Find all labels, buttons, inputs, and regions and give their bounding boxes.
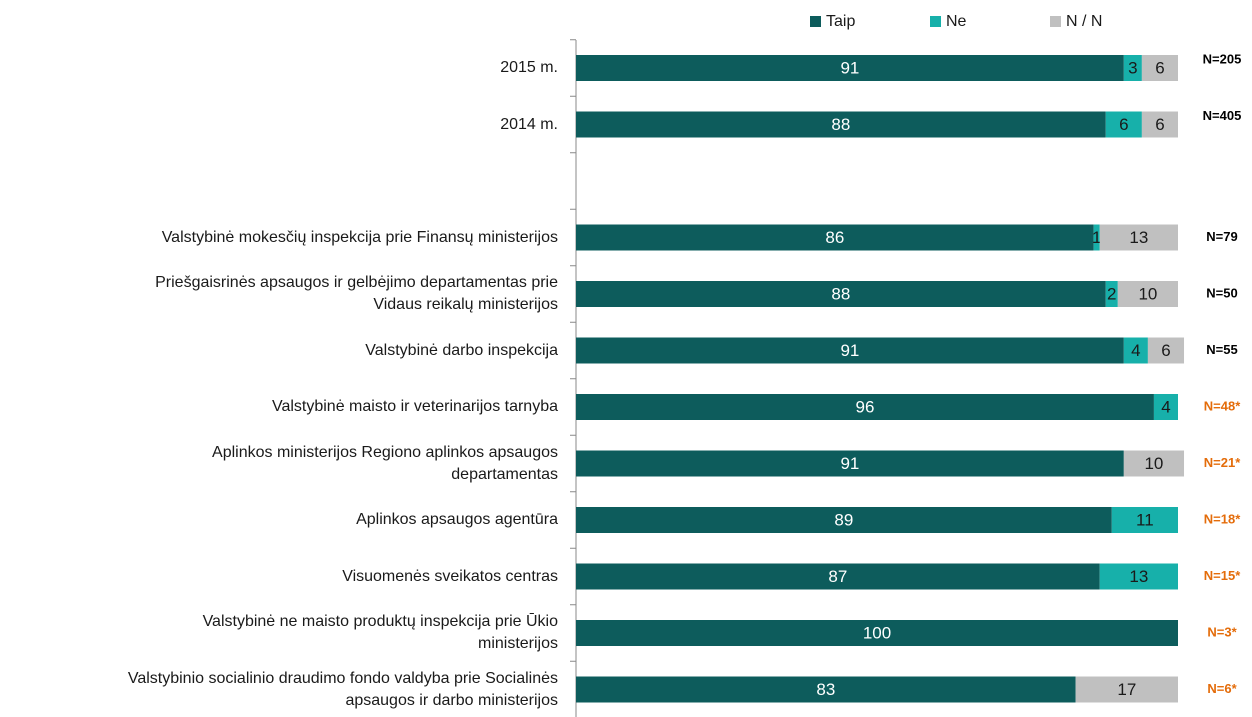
data-label: 17 [1117, 680, 1136, 699]
bar-segment [576, 676, 1076, 703]
bar-segment [1141, 55, 1178, 81]
sample-size: N=48* [1204, 398, 1241, 413]
data-label: 83 [816, 680, 835, 699]
data-label: 96 [855, 397, 874, 416]
category-label: Valstybinė mokesčių inspekcija prie Fina… [161, 228, 558, 246]
bar-segment [1117, 281, 1178, 307]
sample-size: N=18* [1204, 511, 1241, 526]
sample-size: N=405 [1203, 108, 1242, 123]
sample-size: N=50 [1206, 285, 1237, 300]
data-label: 4 [1131, 341, 1140, 360]
data-label: 6 [1119, 115, 1128, 134]
bar-segment [576, 620, 1178, 646]
data-label: 91 [840, 341, 859, 360]
category-label: Valstybinė maisto ir veterinarijos tarny… [271, 398, 558, 415]
bar-segment [576, 394, 1154, 420]
data-label: 88 [831, 284, 850, 303]
legend-swatch [1050, 16, 1061, 27]
data-label: 6 [1161, 341, 1170, 360]
bar-segment [1093, 224, 1100, 251]
data-label: 6 [1155, 58, 1164, 77]
data-label: 2 [1107, 284, 1116, 303]
data-label: 100 [863, 623, 891, 642]
category-label: 2014 m. [500, 115, 558, 133]
sample-size: N=6* [1207, 681, 1237, 696]
sample-size: N=55 [1206, 342, 1237, 357]
bar-segment [576, 507, 1112, 533]
data-label: 6 [1155, 115, 1164, 134]
data-label: 4 [1161, 397, 1170, 416]
category-label: Aplinkos apsaugos agentūra [356, 511, 558, 528]
category-label: 2015 m. [500, 59, 558, 76]
bar-segment [1099, 224, 1178, 251]
legend-swatch [810, 16, 821, 27]
category-label: Visuomenės sveikatos centras [342, 567, 558, 585]
data-label: 11 [1136, 510, 1154, 529]
bar-segment [1111, 507, 1178, 533]
category-label: Aplinkos ministerijos Regiono aplinkos a… [212, 443, 558, 483]
category-label: Valstybinė ne maisto produktų inspekcija… [202, 613, 558, 652]
sample-size: N=205 [1203, 51, 1242, 66]
sample-size: N=21* [1204, 455, 1241, 470]
bar-segment [576, 224, 1094, 251]
sample-size: N=79 [1206, 229, 1237, 244]
legend-swatch [930, 16, 941, 27]
category-label: Priešgaisrinės apsaugos ir gelbėjimo dep… [155, 274, 558, 313]
bar-segment [1147, 337, 1185, 364]
bar-segment [576, 111, 1106, 138]
category-label: Valstybinė darbo inspekcija [365, 341, 558, 359]
data-label: 89 [834, 510, 853, 529]
data-label: 3 [1128, 58, 1137, 77]
legend-label: Ne [946, 13, 967, 30]
legend-label: Taip [826, 13, 855, 30]
data-label: 1 [1092, 228, 1101, 247]
bar-segment [1099, 563, 1178, 590]
bar-segment [1105, 281, 1118, 307]
category-label: Valstybinio socialinio draudimo fondo va… [127, 669, 558, 709]
bar-segment [1123, 450, 1185, 477]
data-label: 91 [840, 58, 859, 77]
legend-label: N / N [1066, 13, 1102, 30]
data-label: 88 [831, 115, 850, 134]
bar-segment [576, 281, 1106, 307]
bar-segment [1123, 55, 1142, 81]
bar-segment [1141, 111, 1178, 138]
data-label: 87 [828, 567, 847, 586]
data-label: 13 [1129, 228, 1148, 247]
data-label: 10 [1138, 284, 1157, 303]
data-label: 10 [1144, 454, 1163, 473]
bar-segment [576, 450, 1124, 477]
data-label: 13 [1129, 567, 1148, 586]
bar-segment [1105, 111, 1142, 138]
sample-size: N=3* [1207, 624, 1237, 639]
bar-segment [1153, 394, 1178, 420]
bar-segment [576, 563, 1100, 590]
sample-size: N=15* [1204, 568, 1241, 583]
bar-segment [576, 55, 1124, 81]
bar-segment [1075, 676, 1178, 703]
data-label: 86 [825, 228, 844, 247]
data-label: 91 [840, 454, 859, 473]
bar-segment [576, 337, 1124, 364]
bar-segment [1123, 337, 1148, 364]
